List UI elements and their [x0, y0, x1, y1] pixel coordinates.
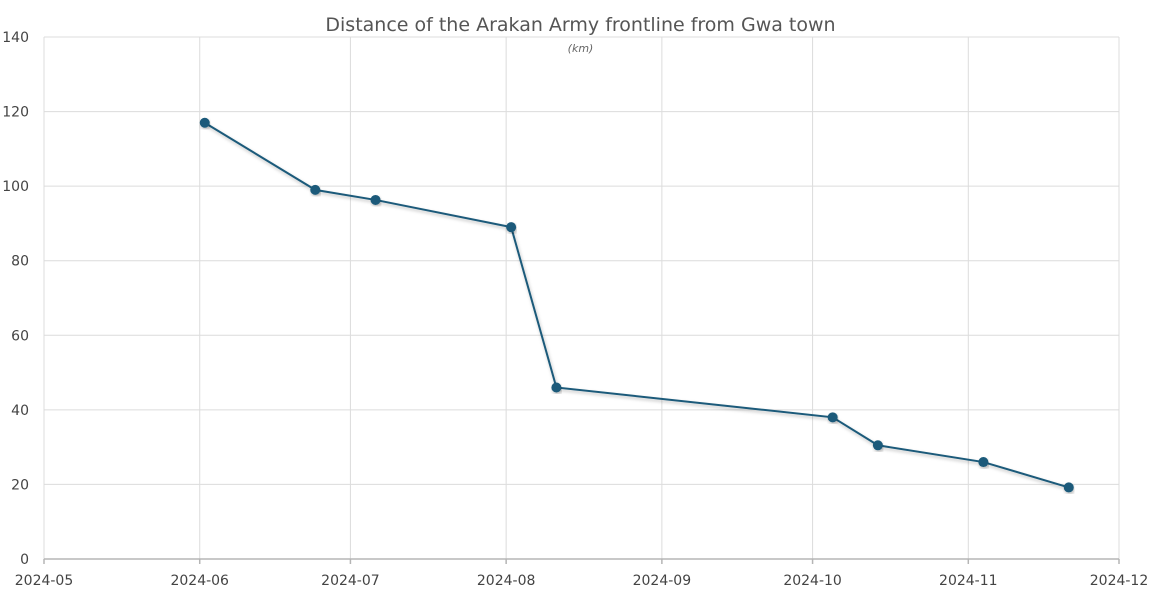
data-point	[551, 382, 562, 393]
y-tick-label: 120	[2, 105, 29, 121]
y-tick-label: 20	[11, 477, 29, 493]
chart-title: Distance of the Arakan Army frontline fr…	[325, 14, 836, 36]
series-line	[204, 121, 1070, 489]
y-tick-label: 140	[2, 30, 29, 46]
x-tick-label: 2024-10	[783, 573, 842, 589]
y-tick-label: 0	[20, 552, 29, 568]
data-point	[1063, 482, 1074, 493]
data-point	[872, 440, 883, 451]
y-tick-label: 80	[11, 254, 29, 270]
y-tick-label: 100	[2, 179, 29, 195]
x-tick-label: 2024-07	[321, 573, 380, 589]
x-tick-label: 2024-08	[477, 573, 536, 589]
data-point	[199, 117, 210, 128]
x-tick-label: 2024-06	[170, 573, 229, 589]
x-tick-label: 2024-09	[633, 573, 692, 589]
x-tick-label: 2024-11	[939, 573, 998, 589]
y-tick-label: 60	[11, 328, 29, 344]
data-point	[370, 194, 381, 205]
x-tick-label: 2024-12	[1090, 573, 1149, 589]
data-point	[310, 184, 321, 195]
chart-subtitle: (km)	[567, 42, 594, 55]
data-point	[506, 222, 517, 233]
data-point	[978, 457, 989, 468]
y-tick-label: 40	[11, 403, 29, 419]
data-point	[827, 412, 838, 423]
x-tick-label: 2024-05	[15, 573, 74, 589]
